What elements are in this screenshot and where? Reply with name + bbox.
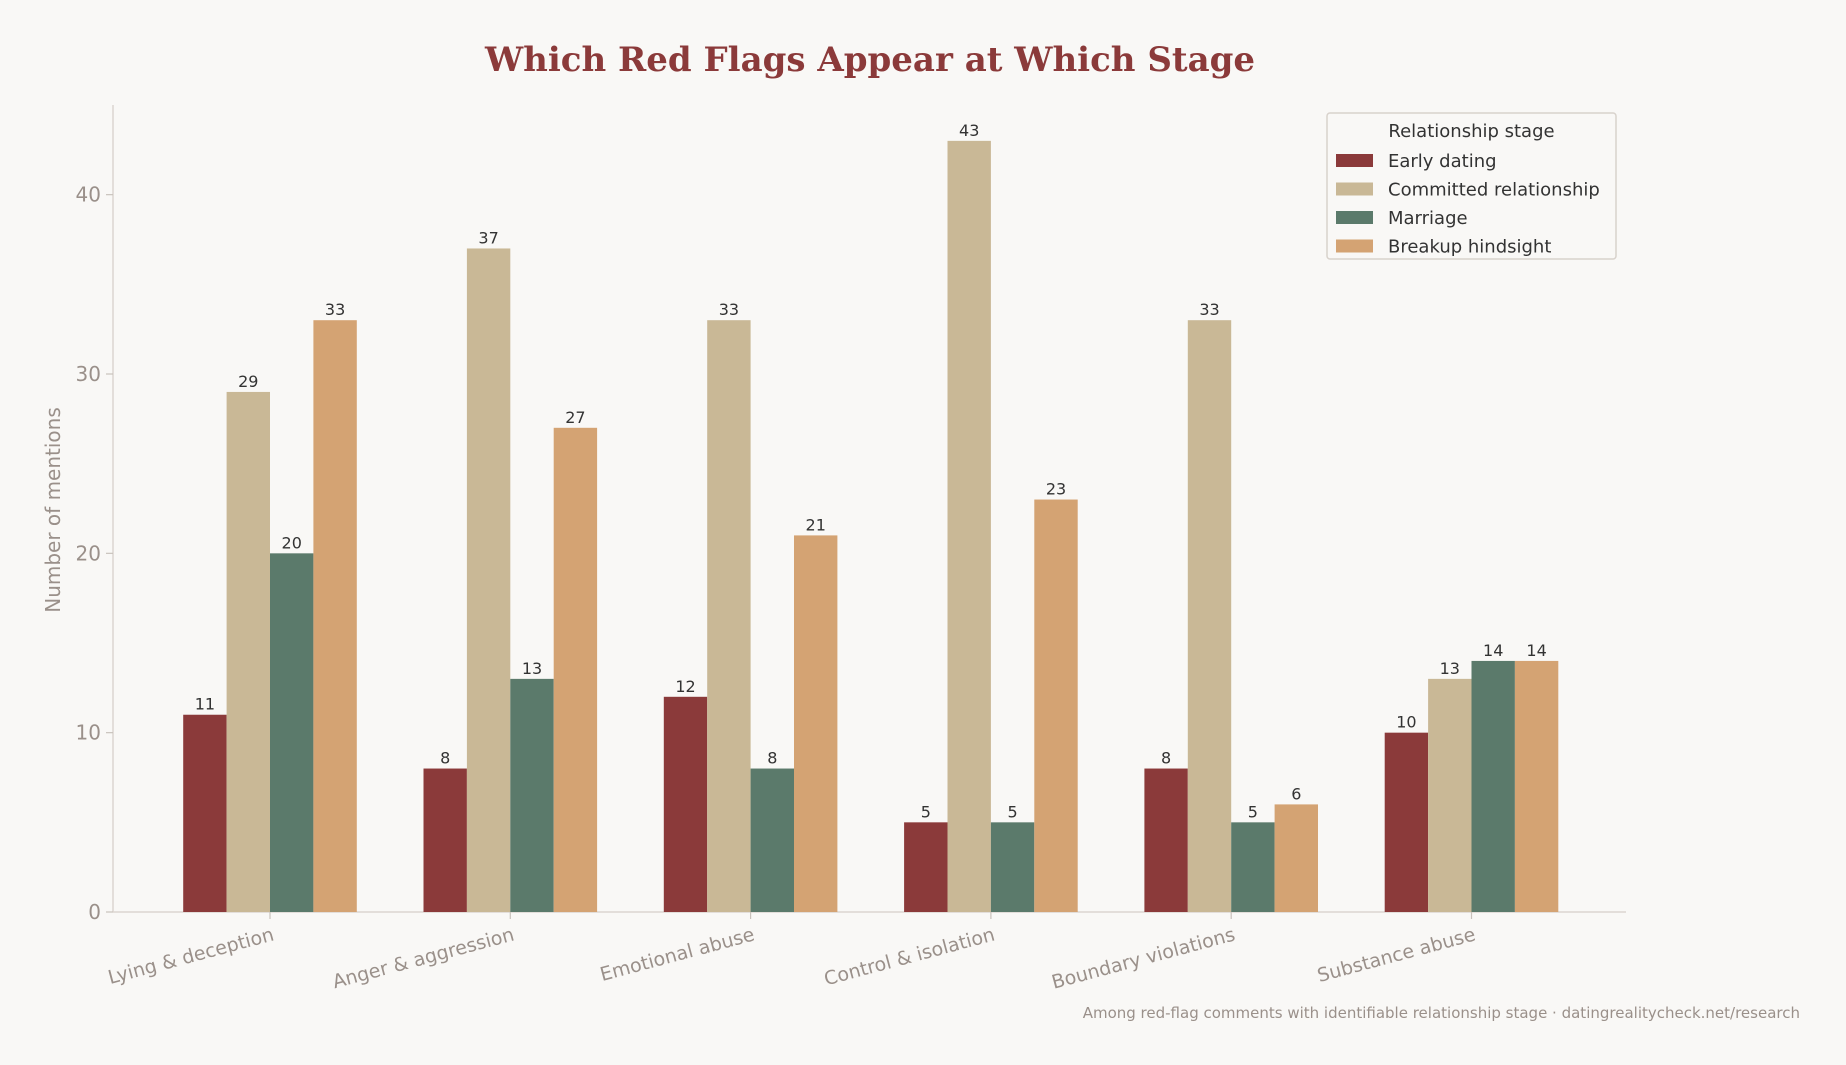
bar-value-label: 5 <box>1248 802 1258 821</box>
legend-title: Relationship stage <box>1388 121 1554 142</box>
bar <box>663 696 708 912</box>
bar <box>510 678 554 912</box>
x-tick-label: Boundary violations <box>1049 924 1237 994</box>
y-tick-label: 40 <box>76 183 101 207</box>
bar-value-label: 23 <box>1046 480 1066 499</box>
bar-value-label: 5 <box>921 802 931 821</box>
bar <box>183 714 227 912</box>
bar <box>270 553 314 912</box>
chart-title: Which Red Flags Appear at Which Stage <box>484 40 1255 80</box>
bar <box>313 320 357 912</box>
bar <box>1274 804 1318 912</box>
bar-value-label: 6 <box>1291 784 1301 803</box>
bar <box>1231 822 1275 912</box>
bar-value-label: 33 <box>1199 300 1219 319</box>
bar <box>423 768 467 912</box>
x-tick-label: Lying & deception <box>106 924 277 989</box>
bar-value-label: 11 <box>195 695 215 714</box>
legend-entry: Breakup hindsight <box>1388 237 1551 258</box>
legend-entry: Early dating <box>1388 151 1497 172</box>
bar-value-label: 43 <box>959 121 979 140</box>
bar-value-label: 37 <box>478 228 498 247</box>
bar-value-label: 8 <box>440 749 450 768</box>
legend-swatch <box>1336 154 1373 167</box>
bar-value-label: 10 <box>1396 713 1416 732</box>
bar <box>553 427 598 912</box>
x-tick-label: Substance abuse <box>1315 924 1478 987</box>
bar <box>904 822 948 912</box>
y-tick-label: 0 <box>88 900 101 924</box>
bar <box>1428 678 1472 912</box>
bar-value-label: 14 <box>1526 641 1546 660</box>
legend-swatch <box>1336 239 1373 253</box>
bars-group: 11 29 20 33 8 37 13 27 12 33 8 21 5 43 5 23 8 33 5 6 10 13 14 1… <box>183 121 1559 912</box>
legend-box <box>1326 112 1617 260</box>
bar-value-label: 8 <box>1161 749 1171 768</box>
bar <box>1187 320 1232 912</box>
bar <box>226 391 270 912</box>
bar-value-label: 21 <box>806 515 826 534</box>
bar-value-label: 33 <box>719 300 739 319</box>
bar-value-label: 27 <box>565 408 585 427</box>
bar-value-label: 12 <box>675 677 695 696</box>
bar <box>794 535 838 912</box>
bar-value-label: 33 <box>325 300 345 319</box>
bar <box>1144 768 1188 912</box>
legend-entry: Marriage <box>1388 208 1468 229</box>
legend-swatch <box>1336 182 1373 196</box>
bar <box>466 248 511 912</box>
x-tick-label: Control & isolation <box>822 924 997 991</box>
y-tick-label: 20 <box>76 541 101 565</box>
bar-value-label: 13 <box>1440 659 1460 678</box>
bar <box>1514 660 1559 912</box>
x-tick-label: Emotional abuse <box>598 924 757 986</box>
bar <box>1471 660 1515 912</box>
bar <box>1034 499 1078 912</box>
bar-value-label: 8 <box>767 749 777 768</box>
y-tick-label: 30 <box>76 362 101 386</box>
y-axis-label: Number of mentions <box>41 407 65 613</box>
bar-value-label: 14 <box>1483 641 1503 660</box>
chart-caption: Among red-flag comments with identifiabl… <box>1083 1004 1800 1022</box>
legend: Relationship stage Early dating Committed … <box>1326 112 1617 260</box>
bar <box>750 768 794 912</box>
bar <box>947 140 991 912</box>
legend-swatch <box>1336 211 1373 224</box>
bar <box>990 822 1035 912</box>
bar-value-label: 20 <box>282 533 302 552</box>
x-tick-label: Anger & aggression <box>330 924 516 994</box>
y-tick-label: 10 <box>76 721 101 745</box>
bar <box>1384 732 1429 912</box>
bar <box>707 320 751 912</box>
bar-value-label: 13 <box>522 659 542 678</box>
bar-value-label: 29 <box>238 372 258 391</box>
legend-entry: Committed relationship <box>1388 180 1600 201</box>
bar-value-label: 5 <box>1008 802 1018 821</box>
